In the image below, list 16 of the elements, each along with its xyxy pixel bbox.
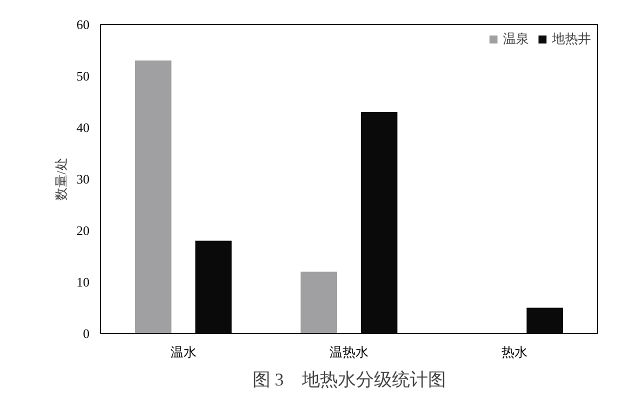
x-tick-label: 热水 [502, 344, 528, 360]
y-tick-label: 20 [76, 223, 90, 238]
y-tick-label: 0 [83, 326, 90, 341]
text: 图 3 地热水分级统计图 [252, 370, 446, 390]
x-tick-label: 温热水 [330, 344, 368, 360]
y-tick-label: 10 [76, 274, 90, 290]
y-tick-label: 50 [76, 68, 90, 84]
y-tick-label: 30 [76, 172, 90, 186]
x-tick-label: 温水 [170, 344, 196, 360]
y-tick-label: 60 [76, 17, 90, 32]
bar [134, 60, 172, 334]
y-axis-title: 数量/处 [54, 158, 68, 200]
legend-label: 温泉 [503, 30, 529, 48]
legend-label: 地热井 [552, 30, 591, 48]
y-tick-label: 40 [76, 120, 90, 135]
bar [300, 272, 338, 334]
